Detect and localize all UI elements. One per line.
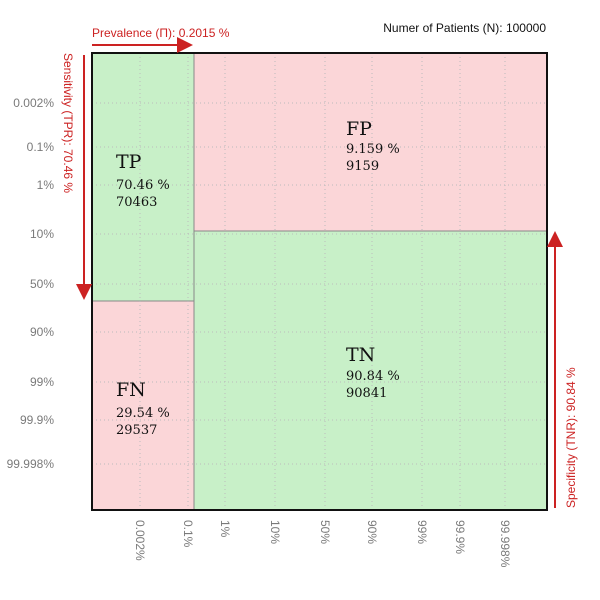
y-tick-label: 10% (30, 227, 54, 241)
x-tick-label: 50% (318, 520, 332, 544)
specificity-label: Specificity (TNR): 90.84 % (564, 367, 578, 508)
tp-percent: 70.46 % (116, 178, 170, 193)
y-tick-label: 0.002% (13, 96, 54, 110)
diagram-frame (91, 52, 548, 511)
y-tick-label: 1% (37, 178, 55, 192)
fp-name: FP (346, 118, 372, 140)
tp-count: 70463 (116, 195, 157, 210)
prevalence-label: Prevalence (Π): 0.2015 % (92, 26, 230, 40)
tp-cell (91, 52, 195, 302)
y-tick-label: 0.1% (27, 140, 55, 154)
x-tick-label: 99% (415, 520, 429, 544)
x-tick-label: 99.998% (498, 520, 512, 568)
fn-count: 29537 (116, 423, 157, 438)
tp-name: TP (116, 151, 142, 173)
tn-count: 90841 (346, 386, 387, 401)
y-tick-label: 99.998% (7, 457, 55, 471)
x-tick-label: 10% (268, 520, 282, 544)
x-tick-label: 0.002% (133, 520, 147, 561)
fp-count: 9159 (346, 159, 379, 174)
fp-cell (193, 52, 548, 232)
x-tick-label: 1% (218, 520, 232, 538)
fn-name: FN (116, 379, 146, 401)
y-tick-label: 99% (30, 375, 54, 389)
x-tick-label: 90% (365, 520, 379, 544)
y-tick-label: 99.9% (20, 413, 54, 427)
fn-percent: 29.54 % (116, 406, 170, 421)
patients-label: Numer of Patients (N): 100000 (383, 21, 546, 35)
sensitivity-label: Sensitivity (TPR): 70.46 % (61, 53, 75, 193)
y-tick-label: 90% (30, 325, 54, 339)
tn-name: TN (346, 344, 375, 366)
fn-cell (91, 300, 195, 511)
grid-lines (92, 53, 547, 510)
x-tick-label: 99.9% (453, 520, 467, 554)
y-tick-label: 50% (30, 277, 54, 291)
tn-percent: 90.84 % (346, 369, 400, 384)
x-tick-label: 0.1% (181, 520, 195, 548)
fp-percent: 9.159 % (346, 142, 400, 157)
